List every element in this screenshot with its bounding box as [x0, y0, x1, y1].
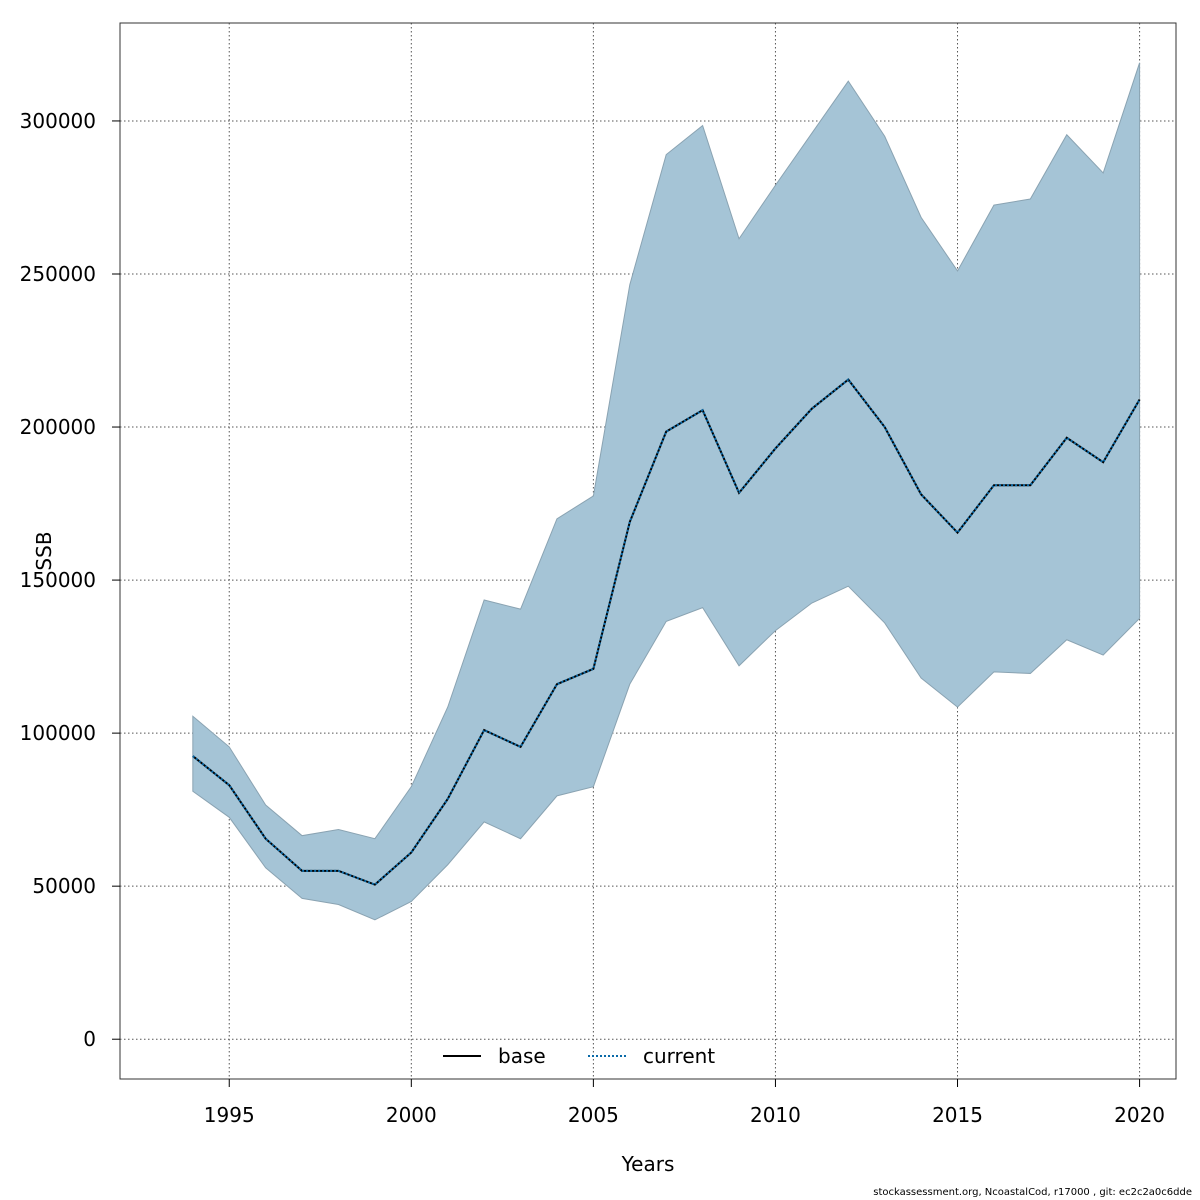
y-tick-label: 100000	[20, 721, 96, 745]
y-tick-label: 150000	[20, 568, 96, 592]
y-tick-label: 50000	[32, 874, 96, 898]
plot-frame	[119, 22, 1177, 1080]
x-axis-title: Years	[621, 1152, 675, 1176]
y-tick-label: 300000	[20, 109, 96, 133]
legend-label-base: base	[498, 1044, 546, 1068]
x-tick-label: 2005	[568, 1103, 619, 1127]
y-axis-title: SSB	[32, 531, 56, 570]
series-line-current	[192, 378, 1141, 886]
y-axis: 0 50000 100000 150000 200000 250000 300000	[20, 109, 120, 1051]
x-axis: 1995 2000 2005 2010 2015 2020	[204, 1079, 1165, 1127]
x-tick-label: 2000	[386, 1103, 437, 1127]
legend: base current	[443, 1044, 715, 1068]
legend-label-current: current	[643, 1044, 715, 1068]
x-tick-label: 2015	[932, 1103, 983, 1127]
confidence-band	[192, 62, 1141, 921]
series-lines	[192, 378, 1141, 886]
y-tick-label: 0	[83, 1027, 96, 1051]
y-tick-label: 200000	[20, 415, 96, 439]
x-tick-label: 1995	[204, 1103, 255, 1127]
x-tick-label: 2020	[1114, 1103, 1165, 1127]
y-tick-label: 250000	[20, 262, 96, 286]
x-tick-label: 2010	[750, 1103, 801, 1127]
footer-note: stockassessment.org, NcoastalCod, r17000…	[873, 1187, 1192, 1198]
